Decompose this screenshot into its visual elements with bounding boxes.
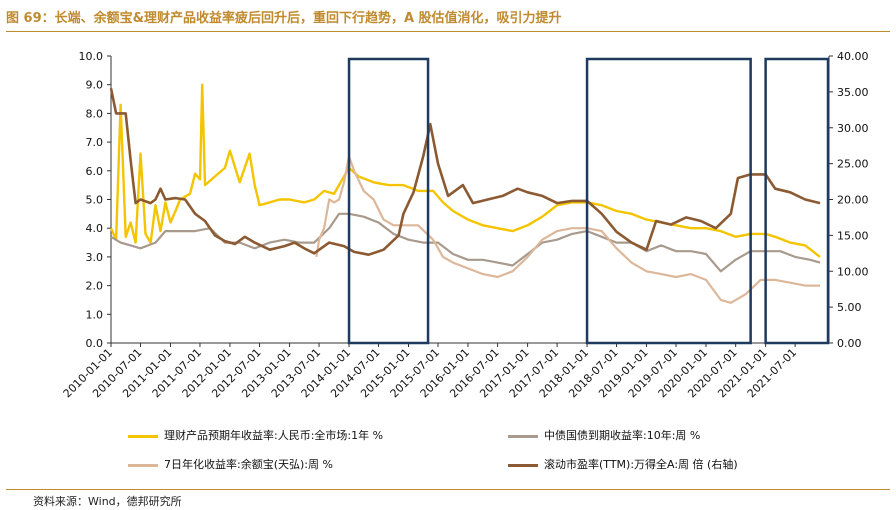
series-line-1	[110, 212, 821, 273]
y-right-tick-label: 25.00	[837, 158, 869, 171]
y-left-tick-label: 9.0	[86, 79, 104, 92]
y-right-tick-label: 20.00	[837, 194, 869, 207]
y-right-tick-label: 35.00	[837, 86, 869, 99]
legend-swatch-pe	[508, 463, 538, 467]
legend-swatch-yuebao	[128, 463, 158, 467]
legend-item-bond10y: 中债国债到期收益率:10年:周 %	[508, 427, 700, 443]
y-left-tick-label: 7.0	[86, 136, 104, 149]
chart: 0.0 1.0 2.0 3.0 4.0 5.0 6.0 7.0 8.0 9.0 10.0 0.00 5.…	[61, 50, 869, 400]
series-line-0	[109, 83, 821, 258]
legend-item-wealth: 理财产品预期年收益率:人民币:全市场:1年 %	[128, 427, 383, 443]
figure-title: 图 69：长端、余额宝&理财产品收益率疲后回升后，重回下行趋势，A 股估值消化，…	[6, 11, 562, 26]
y-left-tick-label: 1.0	[86, 308, 104, 321]
y-right-tick-label: 15.00	[837, 229, 869, 242]
legend-label-wealth: 理财产品预期年收益率:人民币:全市场:1年 %	[164, 429, 384, 442]
y-right-tick-label: 10.00	[837, 265, 869, 278]
legend-label-yuebao: 7日年化收益率:余额宝(天弘):周 %	[164, 458, 333, 471]
y-left-tick-label: 2.0	[86, 280, 104, 293]
y-right-tick-label: 0.00	[837, 337, 862, 350]
y-left-tick-label: 8.0	[86, 107, 104, 120]
y-left-tick-label: 5.0	[86, 194, 104, 207]
y-left-tick-label: 10.0	[79, 50, 104, 63]
legend-label-pe: 滚动市盈率(TTM):万得全A:周 倍 (右轴)	[544, 458, 738, 471]
y-right-tick-label: 40.00	[837, 50, 869, 63]
source-note: 资料来源：Wind，德邦研究所	[33, 495, 182, 508]
y-right-tick-label: 5.00	[837, 301, 862, 314]
highlight-box-0	[347, 57, 430, 345]
y-left-tick-label: 0.0	[86, 337, 104, 350]
y-right-tick-label: 30.00	[837, 122, 869, 135]
bottom-rule	[6, 489, 890, 490]
y-left-tick-label: 4.0	[86, 222, 104, 235]
series-line-3	[109, 88, 821, 256]
legend-item-yuebao: 7日年化收益率:余额宝(天弘):周 %	[128, 456, 333, 472]
legend-swatch-wealth	[128, 434, 158, 438]
series-line-2	[315, 155, 820, 304]
y-left-tick-label: 6.0	[86, 165, 104, 178]
legend-swatch-bond10y	[508, 434, 538, 438]
title-rule	[6, 31, 890, 32]
legend-item-pe: 滚动市盈率(TTM):万得全A:周 倍 (右轴)	[508, 456, 738, 472]
highlight-box-2	[764, 57, 830, 345]
y-left-tick-label: 3.0	[86, 251, 104, 264]
legend-label-bond10y: 中债国债到期收益率:10年:周 %	[544, 429, 701, 442]
highlight-box-1	[585, 57, 752, 345]
